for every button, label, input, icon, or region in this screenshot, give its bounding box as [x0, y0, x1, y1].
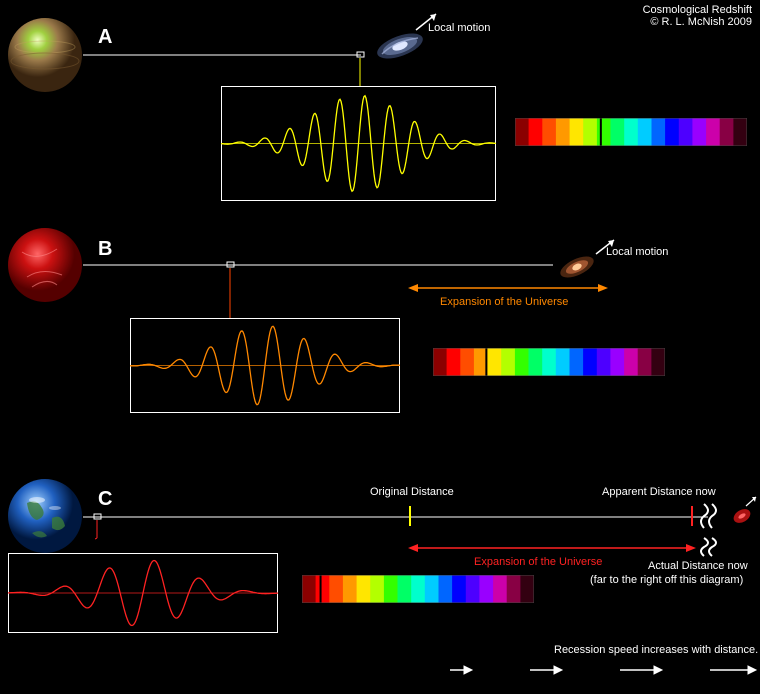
app-dist-tick: [690, 506, 694, 526]
planet-a: [7, 17, 83, 93]
spectrum: [302, 575, 534, 603]
actual-dist: Actual Distance now: [648, 560, 748, 572]
connector-c: [95, 520, 135, 556]
line-b: [83, 263, 563, 267]
local-motion-a: Local motion: [428, 22, 490, 34]
line-a: [83, 53, 383, 57]
local-motion-b: Local motion: [606, 246, 668, 258]
app-dist-label: Apparent Distance now: [602, 486, 716, 498]
arrow-local-c: [744, 494, 760, 508]
recession-label: Recession speed increases with distance.: [554, 644, 758, 656]
panel-a-label: A: [98, 26, 112, 49]
wave-box-a: [221, 86, 496, 201]
credit-text: © R. L. McNish 2009: [643, 16, 752, 28]
recession-arrows: [450, 660, 760, 680]
credit-block: Cosmological Redshift © R. L. McNish 200…: [643, 4, 752, 28]
spectrum: [433, 348, 665, 376]
title-text: Cosmological Redshift: [643, 4, 752, 16]
orig-dist-label: Original Distance: [370, 486, 454, 498]
spectrum: [515, 118, 747, 146]
planet-b: [7, 227, 83, 303]
panel-c-label: C: [98, 488, 112, 511]
panel-b-label: B: [98, 238, 112, 261]
expansion-arrow-c: [408, 540, 696, 556]
break-2: [700, 536, 720, 558]
expansion-b: Expansion of the Universe: [440, 296, 568, 308]
break-1: [700, 502, 720, 530]
connector-b: [228, 268, 232, 320]
connector-a: [358, 58, 362, 88]
galaxy-c: [730, 505, 754, 527]
line-c: [83, 515, 713, 519]
actual-dist-sub: (far to the right off this diagram): [590, 574, 743, 586]
planet-c-earth: [7, 478, 83, 554]
expansion-c: Expansion of the Universe: [474, 556, 602, 568]
expansion-arrow-b: [408, 280, 608, 296]
wave-box-c: [8, 553, 278, 633]
wave-box-b: [130, 318, 400, 413]
orig-dist-tick: [408, 506, 412, 526]
